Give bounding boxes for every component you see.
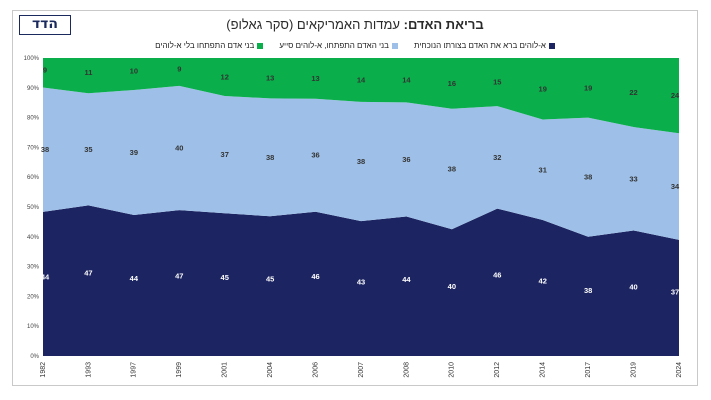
legend-item-created: א-לוהים ברא את האדם בצורתו הנוכחית <box>414 41 555 50</box>
y-tick-label: 50% <box>27 205 40 211</box>
data-label: 38 <box>584 173 592 182</box>
data-label: 14 <box>357 75 366 84</box>
data-label: 32 <box>493 153 501 162</box>
y-tick-label: 40% <box>27 235 40 241</box>
chart-title: בריאת האדם: עמדות האמריקאים (סקר גאלופ) <box>13 17 697 32</box>
chart-frame: הדד בריאת האדם: עמדות האמריקאים (סקר גאל… <box>12 10 698 386</box>
data-label: 44 <box>402 275 411 284</box>
chart-title-rest: עמדות האמריקאים (סקר גאלופ) <box>226 17 400 32</box>
x-tick-label: 2012 <box>494 362 501 378</box>
data-label: 38 <box>357 157 365 166</box>
data-label: 15 <box>493 78 501 87</box>
data-label: 10 <box>130 67 138 76</box>
data-label: 38 <box>266 153 274 162</box>
y-tick-label: 30% <box>27 265 40 271</box>
data-label: 39 <box>130 148 138 157</box>
x-tick-label: 1982 <box>40 362 47 378</box>
x-tick-label: 2006 <box>312 362 319 378</box>
data-label: 36 <box>402 155 410 164</box>
x-tick-label: 2019 <box>630 362 637 378</box>
data-label: 19 <box>539 84 547 93</box>
data-label: 14 <box>402 76 411 85</box>
data-label: 35 <box>84 145 92 154</box>
x-tick-label: 2007 <box>358 362 365 378</box>
data-label: 46 <box>311 272 319 281</box>
series-area-0 <box>43 205 679 356</box>
data-label: 13 <box>311 74 319 83</box>
legend-item-guided: בני האדם התפתחו, א-לוהים סייע <box>279 41 398 50</box>
y-tick-label: 80% <box>27 116 40 122</box>
data-label: 37 <box>671 288 679 297</box>
x-tick-label: 1993 <box>85 362 92 378</box>
series-area-2 <box>43 58 679 134</box>
data-label: 11 <box>84 68 92 77</box>
x-tick-label: 2001 <box>222 362 229 378</box>
x-tick-label: 2004 <box>267 362 274 378</box>
legend-swatch-created <box>548 42 555 49</box>
y-tick-label: 10% <box>27 324 40 330</box>
legend: א-לוהים ברא את האדם בצורתו הנוכחית בני ה… <box>13 41 697 50</box>
data-label: 40 <box>448 282 456 291</box>
legend-item-evolved: בני אדם התפתחו בלי א-לוהים <box>155 41 264 50</box>
x-tick-label: 2010 <box>449 362 456 378</box>
y-tick-label: 70% <box>27 145 40 151</box>
y-tick-label: 0% <box>30 354 39 360</box>
data-label: 12 <box>221 73 229 82</box>
legend-swatch-guided <box>391 42 398 49</box>
data-label: 40 <box>175 144 183 153</box>
x-tick-label: 1997 <box>131 362 138 378</box>
data-label: 16 <box>448 79 456 88</box>
data-label: 38 <box>584 286 592 295</box>
data-label: 34 <box>671 182 680 191</box>
area-chart: 0%10%20%30%40%50%60%70%80%90%100%1982 199… <box>24 56 683 378</box>
x-tick-label: 2014 <box>540 362 547 378</box>
data-label: 45 <box>266 275 274 284</box>
data-label: 22 <box>629 88 637 97</box>
x-tick-label: 2008 <box>403 362 410 378</box>
data-label: 47 <box>84 269 92 278</box>
data-label: 13 <box>266 74 274 83</box>
data-label: 33 <box>629 174 637 183</box>
data-label: 43 <box>357 277 365 286</box>
data-label: 38 <box>41 145 49 154</box>
data-label: 37 <box>221 150 229 159</box>
series-area-1 <box>43 85 679 240</box>
legend-swatch-evolved <box>257 42 264 49</box>
legend-label-created: א-לוהים ברא את האדם בצורתו הנוכחית <box>413 41 546 50</box>
data-label: 44 <box>130 274 139 283</box>
data-label: 38 <box>448 164 456 173</box>
y-tick-label: 20% <box>27 294 40 300</box>
x-tick-label: 2017 <box>585 362 592 378</box>
data-label: 31 <box>539 165 547 174</box>
data-label: 46 <box>493 270 501 279</box>
data-label: 9 <box>177 64 181 73</box>
data-label: 9 <box>43 65 47 74</box>
legend-label-guided: בני האדם התפתחו, א-לוהים סייע <box>279 41 389 50</box>
x-tick-label: 2024 <box>676 362 683 378</box>
data-label: 40 <box>629 282 637 291</box>
legend-label-evolved: בני אדם התפתחו בלי א-לוהים <box>155 41 255 50</box>
y-tick-label: 100% <box>24 56 40 62</box>
chart-title-bold: בריאת האדם: <box>403 17 484 32</box>
data-label: 47 <box>175 271 183 280</box>
logo: הדד <box>19 15 71 35</box>
y-tick-label: 90% <box>27 86 40 92</box>
data-label: 44 <box>41 272 50 281</box>
y-tick-label: 60% <box>27 175 40 181</box>
data-label: 45 <box>221 273 229 282</box>
data-label: 19 <box>584 83 592 92</box>
data-label: 24 <box>671 91 680 100</box>
x-tick-label: 1999 <box>176 362 183 378</box>
data-label: 42 <box>539 277 547 286</box>
data-label: 36 <box>311 151 319 160</box>
